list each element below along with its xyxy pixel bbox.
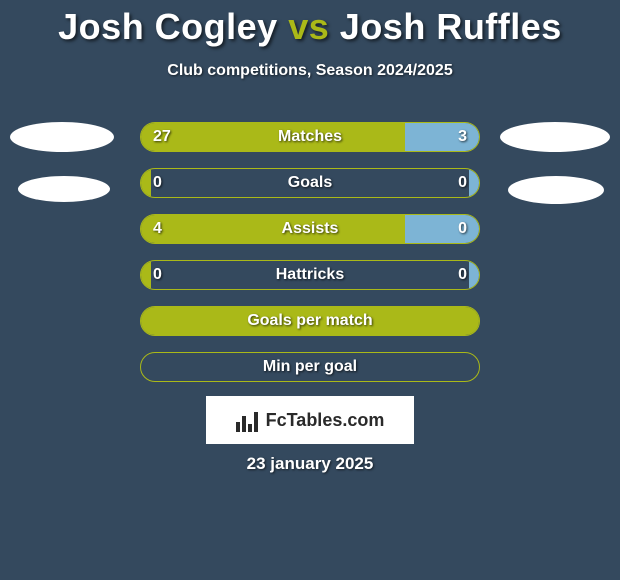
stat-value-left: 4 (153, 215, 162, 243)
left-placeholder-shapes (10, 122, 114, 226)
title-vs: vs (288, 6, 329, 47)
stat-label: Assists (141, 215, 479, 243)
stat-value-left: 0 (153, 261, 162, 289)
ellipse-icon (500, 122, 610, 152)
stat-value-right: 0 (458, 169, 467, 197)
bar-chart-icon (236, 408, 260, 432)
right-placeholder-shapes (500, 122, 610, 228)
stat-label: Goals (141, 169, 479, 197)
stat-row-goals-per-match: Goals per match (140, 306, 480, 336)
ellipse-icon (508, 176, 604, 204)
stat-label: Min per goal (141, 353, 479, 381)
page-title: Josh Cogley vs Josh Ruffles (0, 0, 620, 48)
stat-row-assists: Assists4 0 (140, 214, 480, 244)
stat-row-min-per-goal: Min per goal (140, 352, 480, 382)
stat-value-left: 0 (153, 169, 162, 197)
watermark: FcTables.com (206, 396, 414, 444)
ellipse-icon (18, 176, 110, 202)
subtitle: Club competitions, Season 2024/2025 (0, 62, 620, 80)
stat-value-right: 3 (458, 123, 467, 151)
title-player1: Josh Cogley (58, 6, 278, 47)
date-label: 23 january 2025 (0, 454, 620, 474)
comparison-bars: Matches273Goals00Assists40Hattricks00Goa… (140, 122, 480, 398)
stat-row-goals: Goals0 0 (140, 168, 480, 198)
stat-row-matches: Matches27 3 (140, 122, 480, 152)
ellipse-icon (10, 122, 114, 152)
stat-value-right: 0 (458, 261, 467, 289)
stat-value-left: 27 (153, 123, 171, 151)
stat-label: Matches (141, 123, 479, 151)
stat-label: Hattricks (141, 261, 479, 289)
stat-value-right: 0 (458, 215, 467, 243)
stat-label: Goals per match (141, 307, 479, 335)
watermark-text: FcTables.com (266, 410, 385, 431)
stat-row-hattricks: Hattricks0 0 (140, 260, 480, 290)
title-player2: Josh Ruffles (340, 6, 562, 47)
